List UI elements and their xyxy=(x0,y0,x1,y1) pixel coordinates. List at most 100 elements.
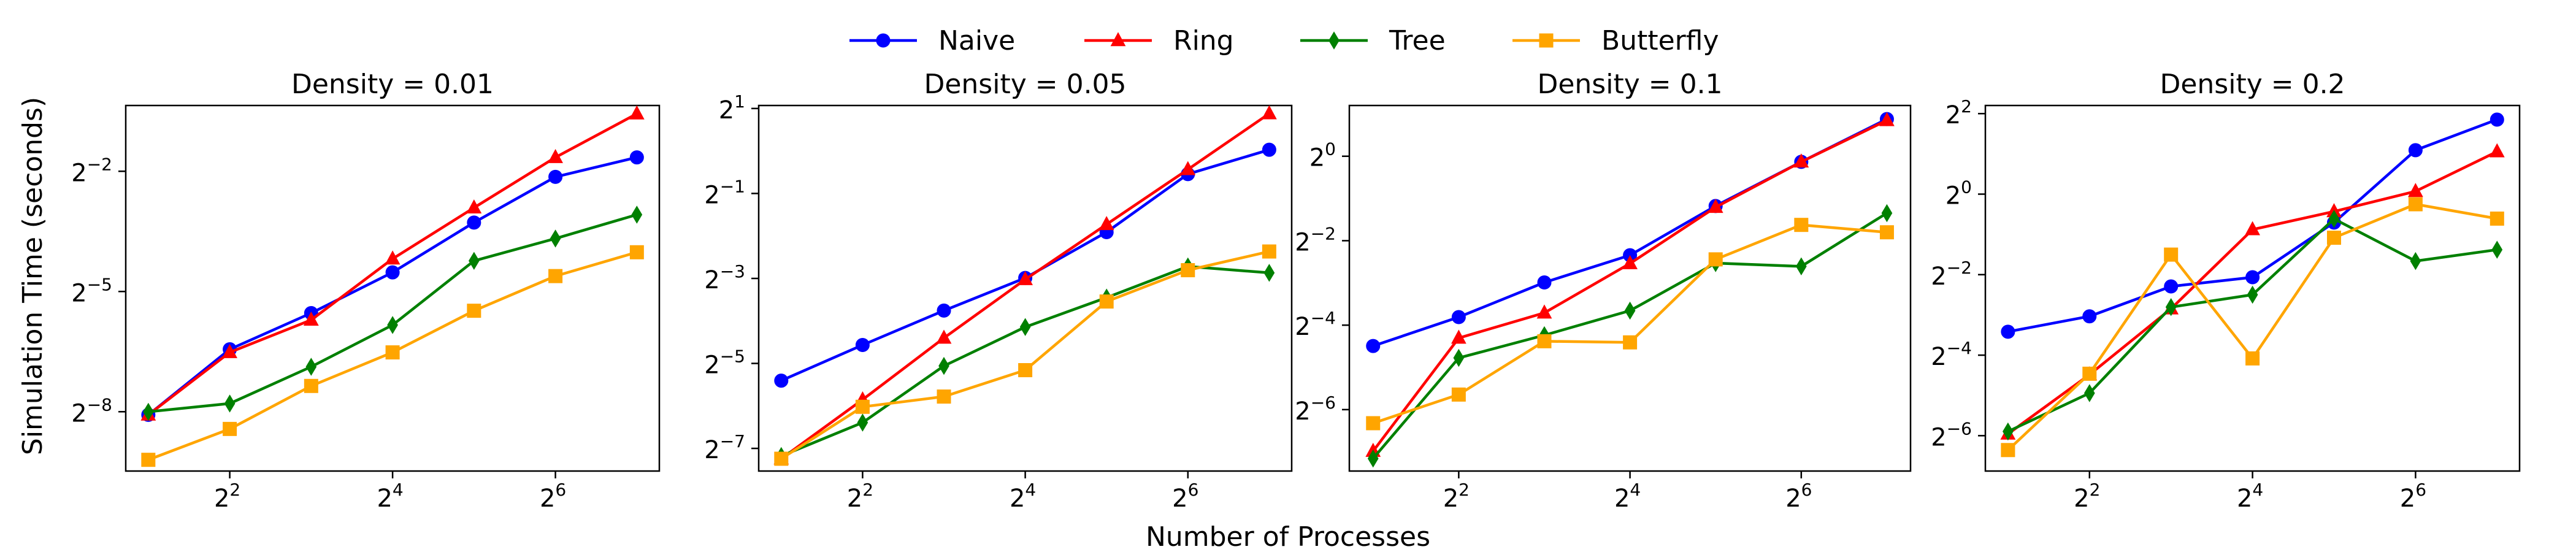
x-tick-label: 24 xyxy=(1010,480,1036,513)
chart-panel: Density = 0.01 22 24 26 2−2 2−5 2−8 xyxy=(71,69,661,513)
y-tick-label: 2−2 xyxy=(1295,223,1336,256)
data-point xyxy=(2245,221,2260,236)
y-tick-label: 2−6 xyxy=(1295,393,1336,426)
data-point xyxy=(1624,301,1636,320)
series-naive xyxy=(141,150,644,422)
series-line xyxy=(2007,217,2497,433)
x-tick-label: 26 xyxy=(1172,480,1198,513)
series-tree xyxy=(2003,210,2503,441)
data-point xyxy=(1708,252,1723,267)
data-point xyxy=(774,451,789,466)
series-tree xyxy=(775,257,1275,466)
y-tick-label: 2−3 xyxy=(704,261,745,294)
data-point xyxy=(2326,231,2341,245)
data-point xyxy=(224,394,236,413)
series-tree xyxy=(143,205,643,421)
y-tick-label: 2−4 xyxy=(1295,308,1336,341)
series-tree xyxy=(1367,204,1893,468)
data-point xyxy=(2082,309,2097,324)
y-tick-label: 2−5 xyxy=(71,274,112,307)
data-point xyxy=(855,399,870,414)
y-tick-label: 2−2 xyxy=(71,154,112,187)
data-point xyxy=(2164,247,2179,262)
data-point xyxy=(1098,216,1114,231)
data-point xyxy=(1181,263,1195,278)
y-tick-label: 2−6 xyxy=(1931,418,1972,451)
data-point xyxy=(2490,112,2504,127)
x-tick-label: 22 xyxy=(2074,480,2100,513)
data-point xyxy=(1622,255,1638,269)
data-point xyxy=(937,389,951,404)
plot-frame xyxy=(125,104,661,472)
x-tick-label: 22 xyxy=(214,480,240,513)
data-point xyxy=(141,453,156,467)
data-point xyxy=(548,169,563,184)
data-point xyxy=(223,421,237,436)
legend-marker xyxy=(1539,33,1554,48)
data-point xyxy=(1793,153,1809,168)
data-point xyxy=(2083,384,2095,402)
legend-label: Tree xyxy=(1389,25,1446,56)
data-point xyxy=(385,250,401,265)
legend-label: Naive xyxy=(938,25,1015,56)
series-line xyxy=(780,112,1270,460)
data-point xyxy=(2408,197,2423,212)
data-point xyxy=(2082,366,2097,381)
data-point xyxy=(629,150,644,165)
data-point xyxy=(1537,275,1552,289)
data-point xyxy=(1879,225,1894,240)
data-point xyxy=(466,199,482,214)
data-point xyxy=(936,329,952,344)
legend-marker xyxy=(1328,31,1340,50)
legend-label: Ring xyxy=(1173,25,1234,56)
data-point xyxy=(1795,257,1807,276)
data-point xyxy=(1537,334,1552,348)
data-point xyxy=(1019,318,1031,336)
data-point xyxy=(629,105,645,120)
data-point xyxy=(938,356,949,375)
legend-item-ring: Ring xyxy=(1084,25,1234,56)
data-point xyxy=(1708,199,1723,213)
series-naive xyxy=(774,142,1276,388)
data-point xyxy=(1879,112,1895,126)
legend: Naive Ring Tree Butterfly xyxy=(849,25,1719,56)
data-point xyxy=(548,148,563,163)
chart-title: Density = 0.1 xyxy=(1537,69,1722,100)
data-point xyxy=(1367,449,1379,468)
x-tick-label: 24 xyxy=(1614,480,1641,513)
x-tick-label: 24 xyxy=(2237,480,2263,513)
legend-marker xyxy=(1110,32,1126,47)
data-point xyxy=(2490,211,2504,226)
data-point xyxy=(2328,210,2340,228)
series-butterfly xyxy=(774,244,1276,466)
x-tick-label: 24 xyxy=(377,480,403,513)
figure-x-axis-label: Number of Processes xyxy=(1146,521,1430,552)
data-point xyxy=(1794,218,1809,232)
data-point xyxy=(305,358,317,376)
chart-panel: Density = 0.1 22 24 26 20 2−2 2−4 2−6 xyxy=(1295,69,1912,513)
data-point xyxy=(629,245,644,259)
data-point xyxy=(2164,279,2179,294)
data-point xyxy=(385,345,400,360)
data-point xyxy=(2408,183,2423,197)
data-point xyxy=(1366,416,1381,431)
series-ring xyxy=(140,105,645,421)
data-point xyxy=(467,304,481,318)
data-point xyxy=(1623,335,1638,350)
figure-y-axis-label: Simulation Time (seconds) xyxy=(17,97,48,455)
legend-item-naive: Naive xyxy=(849,25,1015,56)
data-point xyxy=(387,316,398,334)
data-point xyxy=(1099,294,1114,309)
y-tick-label: 2−1 xyxy=(704,176,745,209)
data-point xyxy=(548,269,563,283)
data-point xyxy=(857,413,868,432)
y-tick-label: 2−5 xyxy=(704,347,745,380)
data-point xyxy=(1453,348,1465,367)
data-point xyxy=(2001,443,2015,458)
legend-item-butterfly: Butterfly xyxy=(1512,25,1719,56)
chart-title: Density = 0.01 xyxy=(291,69,494,100)
data-point xyxy=(303,311,319,326)
data-point xyxy=(1262,142,1276,157)
data-point xyxy=(2165,297,2177,316)
